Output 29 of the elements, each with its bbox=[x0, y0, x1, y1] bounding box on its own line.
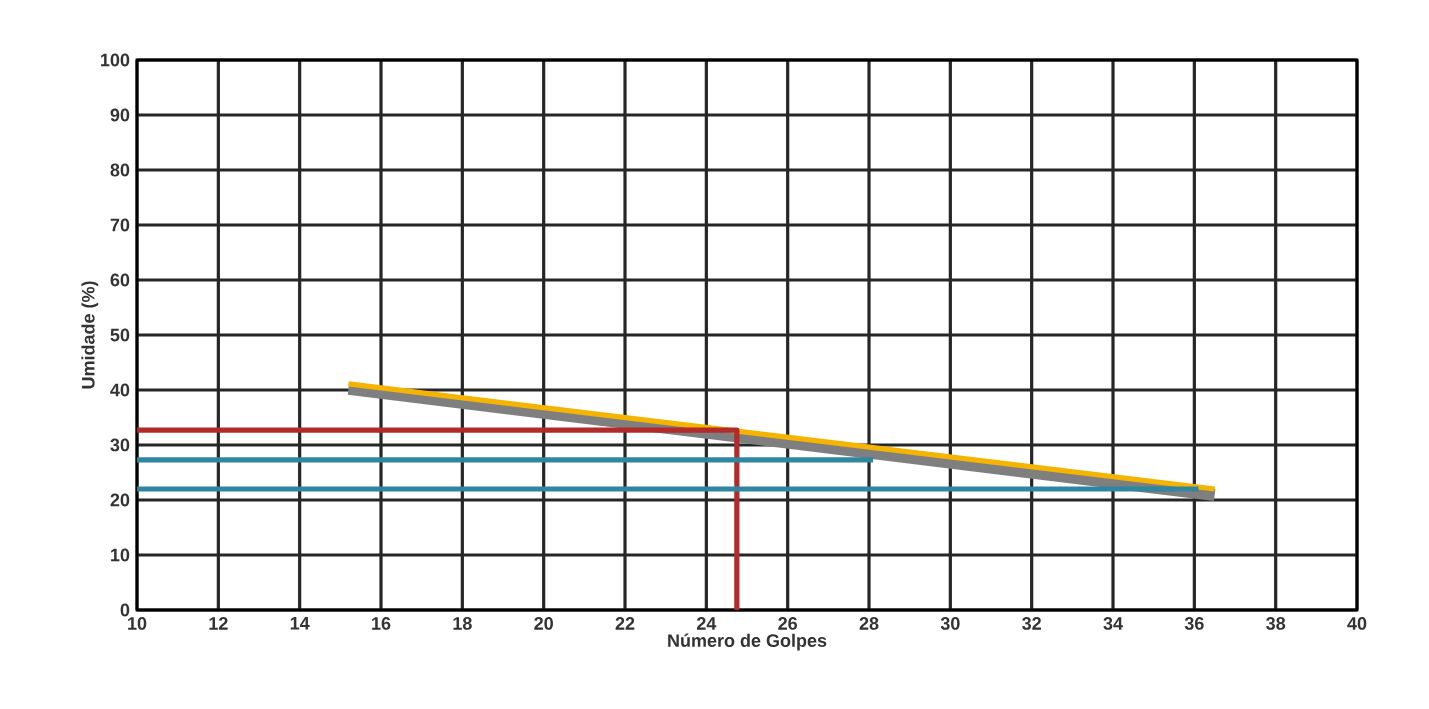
x-tick-label: 40 bbox=[1347, 617, 1367, 630]
x-tick-label: 22 bbox=[615, 617, 635, 630]
x-tick-label: 14 bbox=[290, 617, 310, 630]
x-tick-label: 18 bbox=[453, 617, 472, 630]
x-tick-label: 20 bbox=[534, 617, 553, 630]
x-tick-label: 30 bbox=[940, 617, 960, 630]
x-tick-label: 16 bbox=[372, 617, 391, 630]
y-tick-label: 30 bbox=[110, 438, 130, 452]
y-tick-label: 50 bbox=[110, 328, 130, 342]
y-tick-label: 70 bbox=[110, 218, 130, 232]
x-tick-label: 24 bbox=[696, 617, 717, 630]
x-tick-label: 28 bbox=[859, 617, 879, 630]
y-tick-label: 60 bbox=[110, 273, 130, 287]
x-tick-label: 10 bbox=[128, 617, 147, 630]
y-tick-label: 40 bbox=[110, 383, 130, 397]
x-tick-label: 38 bbox=[1266, 617, 1286, 630]
x-tick-label: 36 bbox=[1184, 617, 1204, 630]
y-tick-label: 0 bbox=[120, 603, 130, 617]
x-tick-label: 32 bbox=[1022, 617, 1041, 630]
y-tick-label: 100 bbox=[101, 53, 130, 67]
y-tick-label: 90 bbox=[110, 108, 130, 122]
x-tick-label: 26 bbox=[778, 617, 798, 630]
y-tick-label: 10 bbox=[111, 548, 130, 562]
y-axis-title: Umidade (%) bbox=[81, 281, 99, 389]
y-tick-label: 80 bbox=[110, 163, 130, 177]
x-axis-title: Número de Golpes bbox=[668, 633, 827, 651]
x-tick-label: 12 bbox=[209, 617, 228, 630]
y-tick-label: 20 bbox=[110, 493, 130, 507]
x-tick-label: 34 bbox=[1103, 617, 1123, 630]
